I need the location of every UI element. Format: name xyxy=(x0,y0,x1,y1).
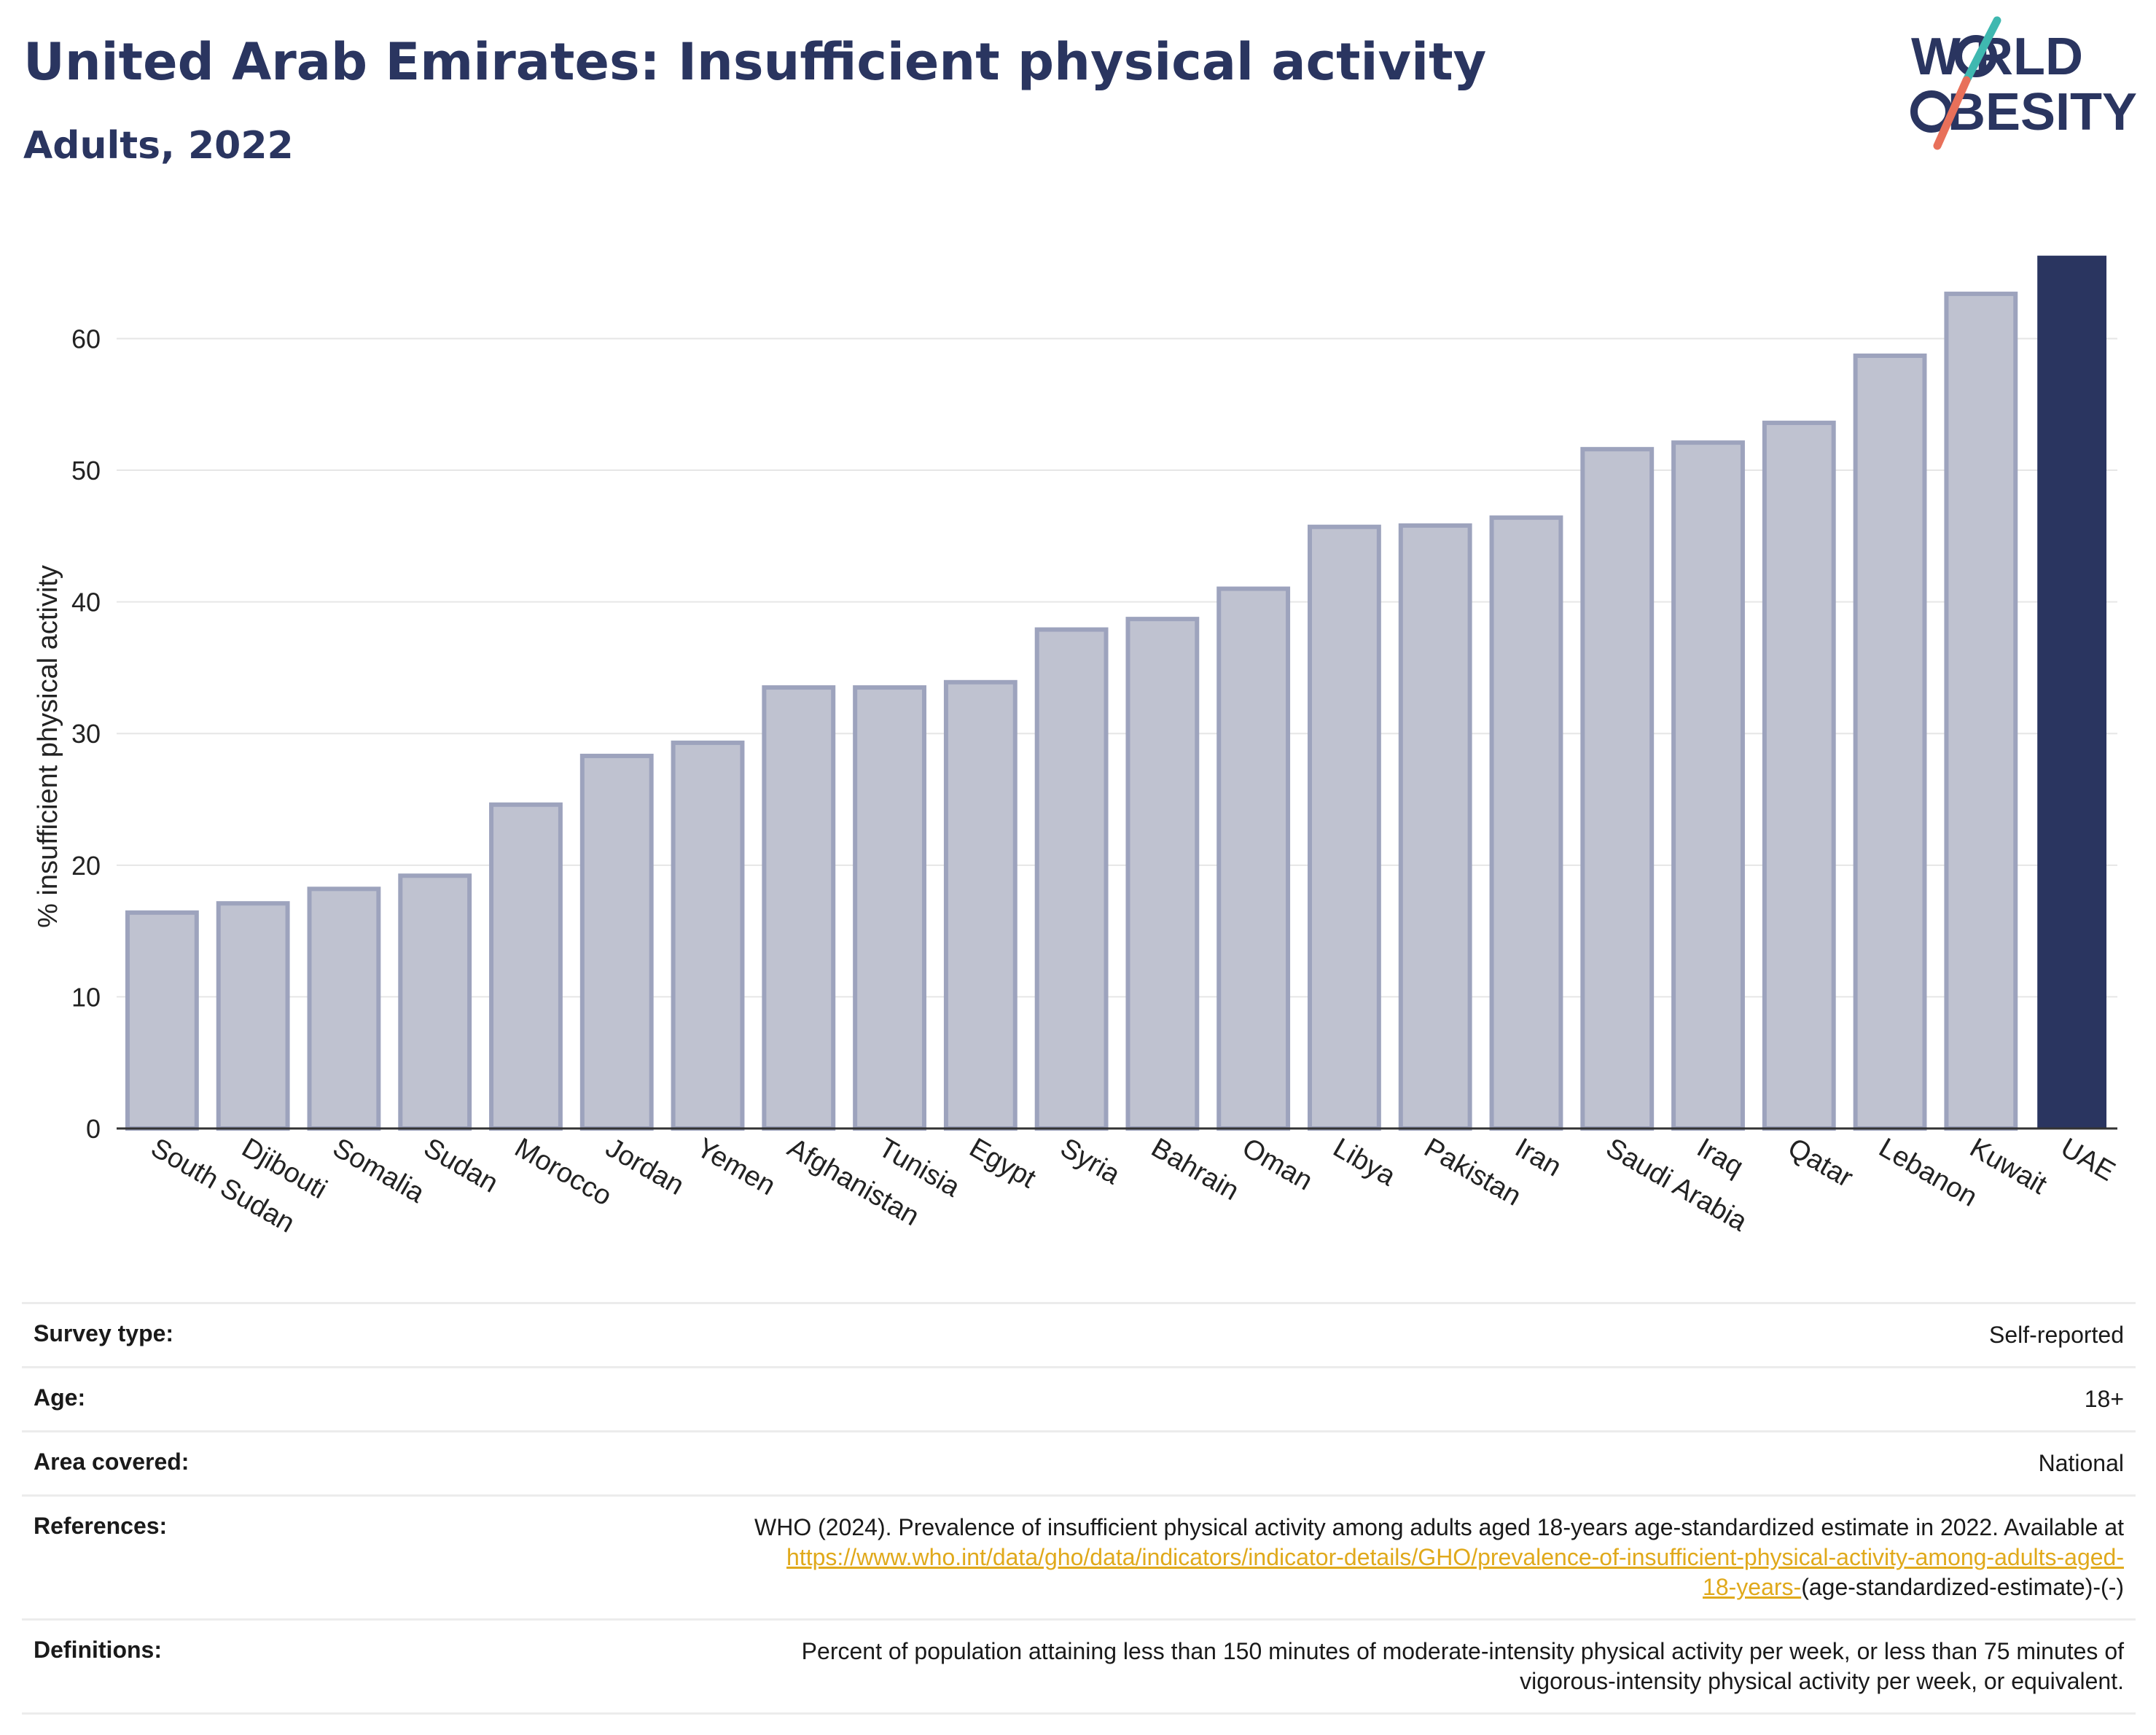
y-tick-label: 30 xyxy=(71,719,101,749)
y-tick-labels: 0 10 20 30 40 50 60 xyxy=(71,324,101,1144)
bar-chart: 0 10 20 30 40 50 60 South SudanDjiboutiSomalia… xyxy=(33,255,2120,1239)
bar-saudi-arabia xyxy=(1580,447,1655,1131)
logo-o-top xyxy=(1955,35,1997,77)
bar-morocco xyxy=(489,802,563,1131)
references-value: WHO (2024). Prevalence of insufficient p… xyxy=(754,1513,2136,1602)
bar-kuwait xyxy=(1944,292,2018,1131)
metadata-table: Survey type: Self-reported Age: 18+ Area… xyxy=(22,1302,2136,1715)
bar-pakistan xyxy=(1398,523,1472,1131)
x-tick-label: UAE xyxy=(2055,1132,2120,1187)
x-tick-label: Sudan xyxy=(418,1132,503,1198)
references-link-2[interactable]: 18-years- xyxy=(1703,1574,1802,1600)
meta-row-survey-type: Survey type: Self-reported xyxy=(22,1302,2136,1366)
bar-iraq xyxy=(1671,440,1745,1131)
x-tick-label: Jordan xyxy=(601,1132,690,1201)
x-tick-label: Iraq xyxy=(1692,1132,1749,1182)
page-subtitle: Adults, 2022 xyxy=(23,124,294,168)
bar-bahrain xyxy=(1125,617,1200,1131)
bar-egypt xyxy=(943,679,1018,1131)
logo-slash-bottom xyxy=(1933,76,1971,150)
meta-row-area: Area covered: National xyxy=(22,1430,2136,1494)
meta-row-age: Age: 18+ xyxy=(22,1366,2136,1430)
definitions-line-1: Percent of population attaining less tha… xyxy=(801,1638,2124,1664)
y-tick-label: 40 xyxy=(71,588,101,617)
bar-afghanistan xyxy=(762,685,836,1131)
survey-type-label: Survey type: xyxy=(34,1320,174,1346)
x-tick-label: Pakistan xyxy=(1419,1132,1526,1212)
y-tick-label: 60 xyxy=(71,324,101,354)
bar-jordan xyxy=(579,753,654,1131)
meta-row-definitions: Definitions: Percent of population attai… xyxy=(22,1618,2136,1715)
world-obesity-logo: W RLD BESITY xyxy=(1910,16,2137,150)
y-axis-label: % insufficient physical activity xyxy=(33,565,63,928)
x-tick-label: Oman xyxy=(1237,1132,1318,1196)
x-tick-label: Yemen xyxy=(692,1132,781,1201)
bar-south-sudan xyxy=(125,910,199,1131)
bar-sudan xyxy=(398,873,472,1131)
bar-yemen xyxy=(671,740,745,1131)
bar-iran xyxy=(1489,515,1563,1131)
y-tick-label: 20 xyxy=(71,851,101,881)
bar-djibouti xyxy=(216,901,290,1131)
references-link-1[interactable]: https://www.who.int/data/gho/data/indica… xyxy=(786,1544,2124,1570)
references-tail: (age-standardized-estimate)-(-) xyxy=(1801,1574,2124,1600)
bar-oman xyxy=(1216,586,1291,1131)
bar-uae xyxy=(2037,255,2107,1129)
x-tick-label: Bahrain xyxy=(1146,1132,1243,1206)
y-tick-label: 0 xyxy=(86,1114,101,1144)
bar-libya xyxy=(1308,524,1381,1131)
survey-type-value: Self-reported xyxy=(1989,1322,2124,1348)
references-text: WHO (2024). Prevalence of insufficient p… xyxy=(754,1514,2124,1540)
references-label: References: xyxy=(34,1513,168,1539)
logo-slash-top xyxy=(1962,16,2001,85)
age-label: Age: xyxy=(34,1384,86,1411)
y-tick-label: 50 xyxy=(71,456,101,486)
meta-row-references: References: WHO (2024). Prevalence of in… xyxy=(22,1494,2136,1618)
age-value: 18+ xyxy=(2084,1386,2124,1412)
bar-syria xyxy=(1034,627,1109,1131)
logo-line-2: BESITY xyxy=(1948,83,2137,141)
bar-lebanon xyxy=(1853,353,1927,1131)
definitions-line-2: vigorous-intensity physical activity per… xyxy=(1520,1668,2124,1694)
x-tick-label: Lebanon xyxy=(1874,1132,1983,1212)
definitions-label: Definitions: xyxy=(34,1637,162,1663)
area-value: National xyxy=(2038,1450,2124,1476)
x-tick-label: Qatar xyxy=(1783,1132,1859,1193)
x-tick-label: Somalia xyxy=(327,1132,430,1209)
x-tick-label: Libya xyxy=(1328,1132,1401,1192)
y-tick-label: 10 xyxy=(71,982,101,1012)
x-tick-label: Syria xyxy=(1055,1132,1126,1190)
x-tick-label: Iran xyxy=(1509,1132,1566,1182)
x-tick-label: Morocco xyxy=(509,1132,617,1212)
page-title: United Arab Emirates: Insufficient physi… xyxy=(23,32,1487,92)
bar-qatar xyxy=(1762,421,1836,1131)
bar-somalia xyxy=(307,886,381,1131)
bars xyxy=(125,255,2107,1131)
definitions-value: Percent of population attaining less tha… xyxy=(802,1637,2136,1696)
x-tick-label: Egypt xyxy=(964,1132,1042,1194)
bar-tunisia xyxy=(853,685,926,1131)
area-label: Area covered: xyxy=(34,1449,190,1475)
